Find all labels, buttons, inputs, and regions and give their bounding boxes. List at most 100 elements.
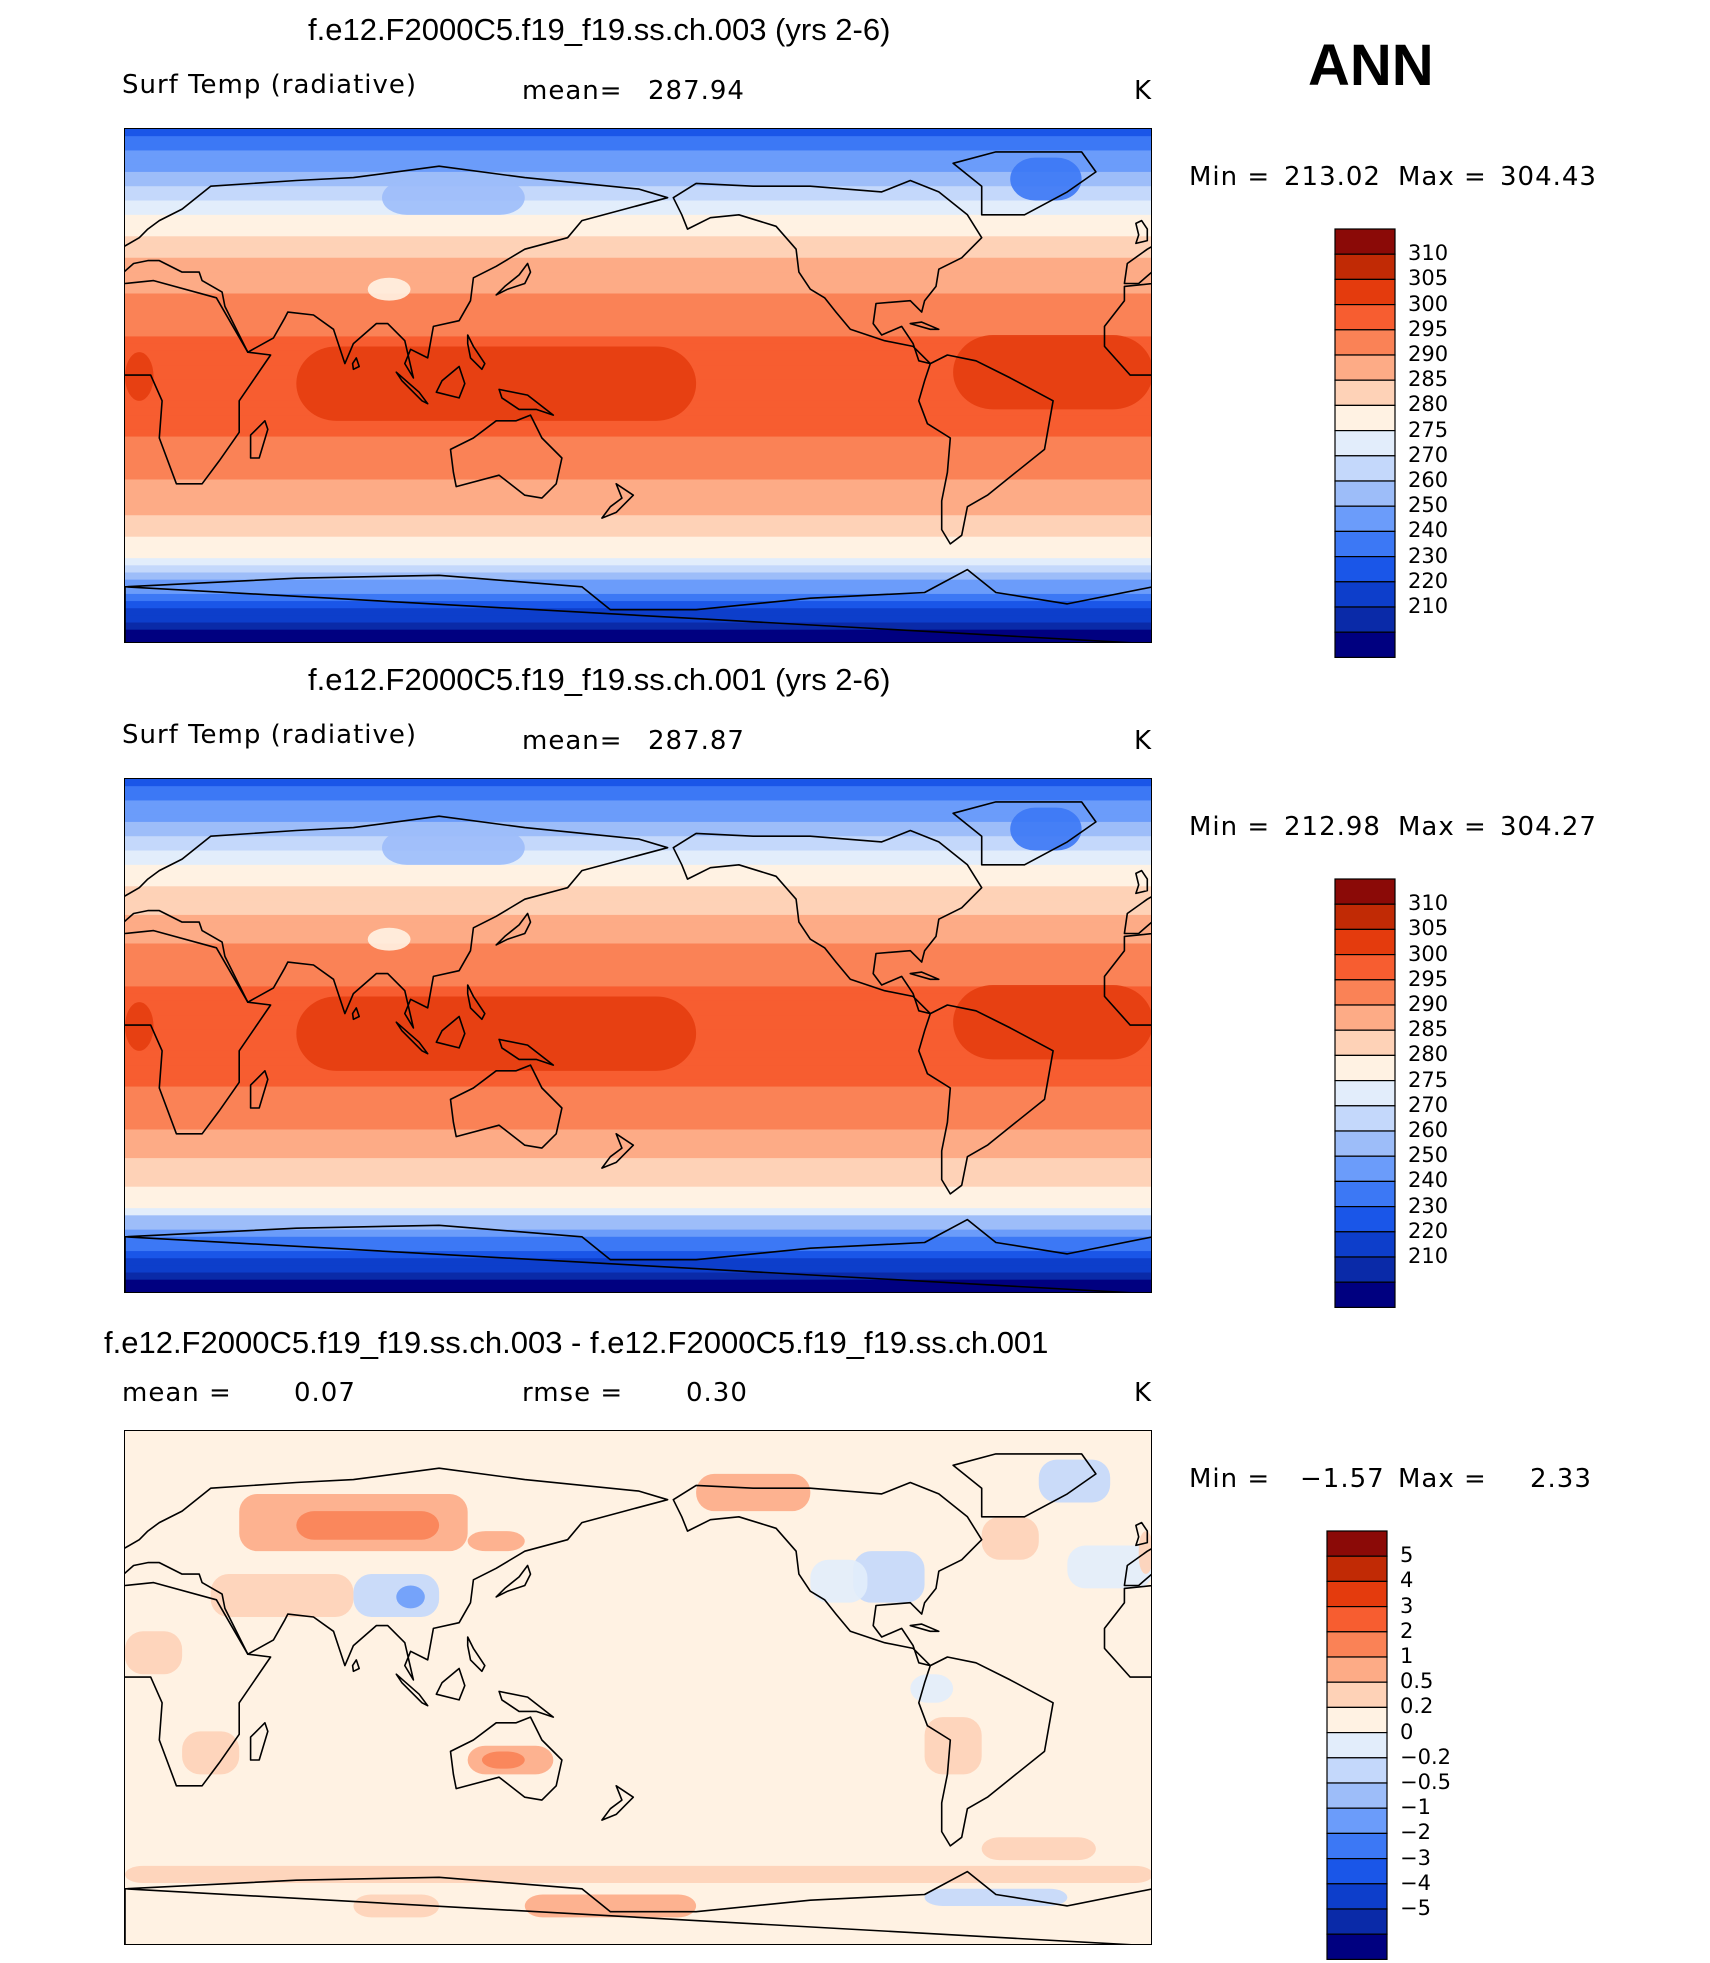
temp-band — [125, 229, 1151, 237]
coastline — [909, 1623, 940, 1633]
panel2-map — [124, 778, 1152, 1293]
coastline — [351, 1659, 360, 1673]
colorbar-tick-label: 0.5 — [1400, 1669, 1434, 1694]
colorbar-segment — [1334, 253, 1396, 281]
temp-band — [125, 493, 1151, 502]
temp-band — [125, 157, 1151, 166]
colorbar-segment — [1334, 379, 1396, 406]
anomaly-region — [396, 1585, 425, 1609]
temp-band — [125, 1265, 1151, 1274]
temp-band — [125, 593, 1151, 602]
temp-band — [125, 1258, 1151, 1266]
colorbar-segment — [1334, 303, 1396, 331]
coastlines — [125, 1453, 1151, 1944]
colorbar-tick-label: −2 — [1400, 1820, 1431, 1845]
colorbar-tick-label: 260 — [1408, 1118, 1449, 1142]
temp-band — [125, 1129, 1151, 1138]
colorbar-tick-label: 250 — [1408, 1143, 1449, 1168]
colorbar-segment — [1326, 1883, 1388, 1910]
coastline — [498, 388, 555, 416]
temp-band — [125, 629, 1151, 638]
colorbar-tick-label: 295 — [1408, 966, 1449, 991]
temp-band — [125, 293, 1151, 302]
cold-region — [382, 180, 525, 215]
panel3-map — [124, 1430, 1152, 1945]
colorbar-segment — [1334, 903, 1396, 931]
temp-band — [125, 443, 1151, 452]
anomaly-region — [182, 1731, 240, 1775]
temp-band — [125, 807, 1151, 816]
colorbar-svg — [1326, 1530, 1388, 1961]
colorbar-segment — [1334, 1155, 1396, 1183]
colorbar-tick-label: 0 — [1400, 1719, 1414, 1744]
panel2-title: f.e12.F2000C5.f19_f19.ss.ch.001 (yrs 2-6… — [308, 662, 891, 697]
anomaly-region — [810, 1559, 868, 1603]
panel1-mean-label: mean= — [522, 76, 623, 106]
temp-band — [125, 250, 1151, 259]
temp-band — [125, 329, 1151, 338]
colorbar-segment — [1334, 1281, 1396, 1309]
temp-band — [125, 500, 1151, 509]
colorbar-tick-label: 260 — [1408, 468, 1449, 492]
coastline — [672, 829, 983, 1015]
colorbar-segment — [1334, 505, 1396, 533]
temp-band — [125, 150, 1151, 159]
coastline — [449, 1716, 563, 1801]
temp-band — [125, 314, 1151, 323]
temp-band — [125, 964, 1151, 973]
colorbar-segment — [1326, 1656, 1388, 1683]
temp-band — [125, 793, 1151, 802]
colorbar-tick-label: 285 — [1408, 367, 1449, 392]
coastline — [1103, 932, 1151, 1026]
panel3-map-svg — [125, 1431, 1151, 1944]
colorbar-tick-label: 305 — [1408, 266, 1449, 291]
temp-band — [125, 1143, 1151, 1152]
coastline — [918, 1656, 1054, 1847]
anomaly-region — [910, 1674, 954, 1703]
coastline — [466, 334, 486, 371]
cold-region — [1010, 807, 1082, 851]
colorbar-segment — [1326, 1555, 1388, 1583]
warm-region — [953, 335, 1151, 410]
coastline — [498, 1690, 555, 1718]
temp-band — [125, 1243, 1151, 1252]
temp-band — [125, 779, 1151, 787]
coastline — [249, 420, 269, 459]
panel3-rmse-label: rmse = — [522, 1378, 624, 1408]
colorbar-tick-label: 270 — [1408, 442, 1449, 467]
temp-band — [125, 843, 1151, 852]
panel2-map-svg — [125, 779, 1151, 1292]
temp-band — [125, 601, 1151, 609]
panel2-mean-value: 287.87 — [648, 726, 745, 756]
colorbar-tick-label: 295 — [1408, 316, 1449, 341]
temp-band — [125, 129, 1151, 137]
temp-band — [125, 1072, 1151, 1081]
temp-band — [125, 565, 1151, 574]
colorbar-segment — [1326, 1807, 1388, 1835]
anomaly-region — [353, 1574, 440, 1617]
colorbar-segment — [1326, 1832, 1388, 1860]
temp-band — [125, 143, 1151, 152]
colorbar-tick-label: 250 — [1408, 493, 1449, 518]
coastline — [498, 1038, 555, 1066]
temp-band — [125, 1208, 1151, 1216]
colorbar-tick-label: 290 — [1408, 992, 1449, 1016]
colorbar-tick-label: 285 — [1408, 1017, 1449, 1042]
temp-band — [125, 1079, 1151, 1088]
colorbar-tick-label: 280 — [1408, 392, 1449, 417]
coastline — [249, 1722, 269, 1761]
anomaly-region — [524, 1894, 697, 1918]
temp-band — [125, 221, 1151, 230]
coastline — [125, 568, 1151, 642]
colorbar-segment — [1334, 1080, 1396, 1107]
panel3-min-label: Min = — [1189, 1464, 1271, 1494]
colorbar-tick-label: 220 — [1408, 568, 1449, 593]
coastline — [395, 1673, 429, 1707]
colorbar-segment — [1334, 329, 1396, 356]
warm-region — [296, 346, 697, 421]
temp-band — [125, 957, 1151, 966]
colorbar-segment — [1334, 1105, 1396, 1132]
coastlines — [125, 801, 1151, 1292]
coastline — [351, 1007, 360, 1021]
panel3-max-value: 2.33 — [1530, 1464, 1592, 1494]
